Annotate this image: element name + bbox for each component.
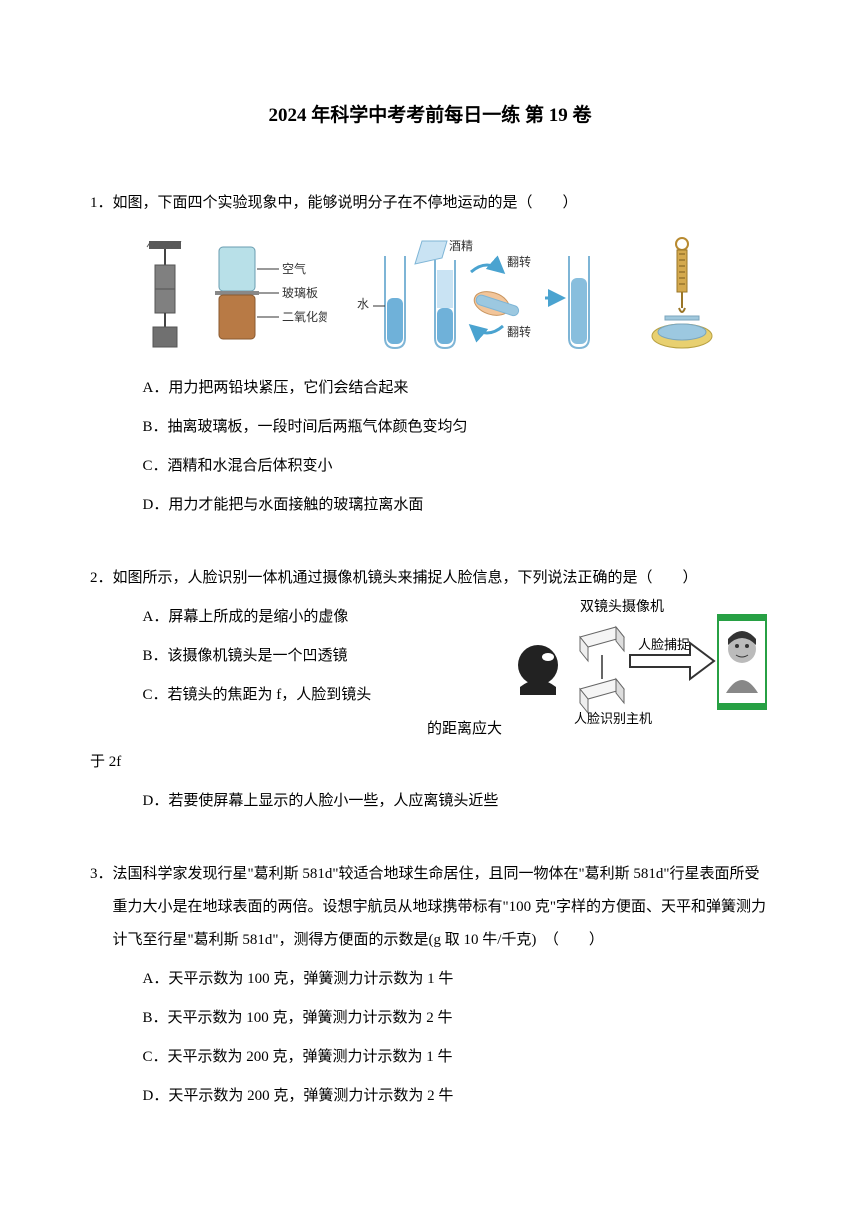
label-glass: 玻璃板 [282,286,318,300]
label-host: 人脸识别主机 [574,711,652,726]
q2-figure: 双镜头摄像机 人脸捕捉 人脸识别主机 [510,595,770,743]
label-air: 空气 [282,261,306,276]
q3-option-b: B．天平示数为 100 克，弹簧测力计示数为 2 牛 [143,1002,771,1035]
q3-option-d: D．天平示数为 200 克，弹簧测力计示数为 2 牛 [143,1080,771,1113]
spring-scale-icon [647,236,717,356]
exam-title: 2024 年科学中考考前每日一练 第 19 卷 [90,100,770,127]
q3-stem-text: 法国科学家发现行星"葛利斯 581d"较适合地球生命居住，且同一物体在"葛利斯 … [113,866,767,948]
lead-blocks-icon [143,241,187,351]
q2-stem-text: 如图所示，人脸识别一体机通过摄像机镜头来捕捉人脸信息，下列说法正确的是（ ） [113,570,698,586]
question-2: 2．如图所示，人脸识别一体机通过摄像机镜头来捕捉人脸信息，下列说法正确的是（ ）… [90,562,770,818]
q1-options: A．用力把两铅块紧压，它们会结合起来 B．抽离玻璃板，一段时间后两瓶气体颜色变均… [90,372,770,522]
question-3: 3．法国科学家发现行星"葛利斯 581d"较适合地球生命居住，且同一物体在"葛利… [90,858,770,1113]
q1-option-d: D．用力才能把与水面接触的玻璃拉离水面 [143,489,771,522]
q2-option-c-part2: 的距离应大 [427,721,502,737]
q2-option-d: D．若要使屏幕上显示的人脸小一些，人应离镜头近些 [143,785,771,818]
label-flip1: 翻转 [507,254,531,269]
title-text: 2024 年科学中考考前每日一练 第 19 卷 [268,105,591,126]
gas-jars-icon: 空气 玻璃板 二氧化氮 [207,241,327,351]
q1-figure-c: 酒精 水 翻转 翻转 [347,236,627,356]
face-recognition-icon: 双镜头摄像机 人脸捕捉 人脸识别主机 [510,595,770,730]
q1-figure-a [143,241,187,351]
q1-number: 1． [90,195,113,211]
q1-stem: 1．如图，下面四个实验现象中，能够说明分子在不停地运动的是（ ） [90,187,770,220]
q3-stem: 3．法国科学家发现行星"葛利斯 581d"较适合地球生命居住，且同一物体在"葛利… [90,858,770,957]
label-no2: 二氧化氮 [282,309,327,324]
question-1: 1．如图，下面四个实验现象中，能够说明分子在不停地运动的是（ ） [90,187,770,522]
label-flip2: 翻转 [507,324,531,339]
q3-option-a: A．天平示数为 100 克，弹簧测力计示数为 1 牛 [143,963,771,996]
q2-number: 2． [90,570,113,586]
q1-option-b: B．抽离玻璃板，一段时间后两瓶气体颜色变均匀 [143,411,771,444]
q2-option-c-line2: 于 2f [90,746,770,779]
q1-figure-row: 空气 玻璃板 二氧化氮 酒精 水 [90,236,770,356]
q3-options: A．天平示数为 100 克，弹簧测力计示数为 1 牛 B．天平示数为 100 克… [90,963,770,1113]
mixing-tubes-icon: 酒精 水 翻转 翻转 [347,236,627,356]
q1-option-a: A．用力把两铅块紧压，它们会结合起来 [143,372,771,405]
q2-stem: 2．如图所示，人脸识别一体机通过摄像机镜头来捕捉人脸信息，下列说法正确的是（ ） [90,562,770,595]
label-capture: 人脸捕捉 [638,637,690,652]
q2-option-c-part1: C．若镜头的焦距为 f，人脸到镜头 [143,687,372,703]
q3-number: 3． [90,866,113,882]
q2-options-2: D．若要使屏幕上显示的人脸小一些，人应离镜头近些 [90,785,770,818]
q1-figure-b: 空气 玻璃板 二氧化氮 [207,241,327,351]
label-water: 水 [357,297,369,311]
q3-option-c: C．天平示数为 200 克，弹簧测力计示数为 1 牛 [143,1041,771,1074]
q1-stem-text: 如图，下面四个实验现象中，能够说明分子在不停地运动的是（ ） [113,195,578,211]
label-alcohol: 酒精 [449,239,473,253]
label-camera: 双镜头摄像机 [580,599,664,615]
q1-figure-d [647,236,717,356]
q1-option-c: C．酒精和水混合后体积变小 [143,450,771,483]
